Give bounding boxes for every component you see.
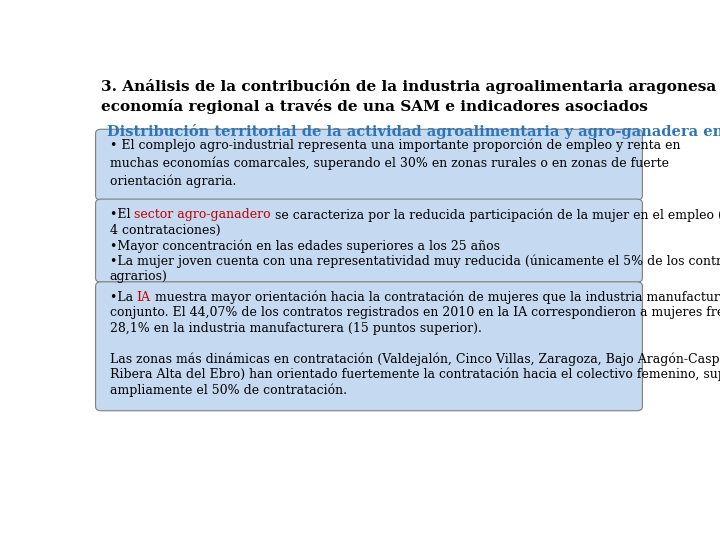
- Text: agrarios): agrarios): [109, 270, 168, 283]
- Text: ampliamente el 50% de contratación.: ampliamente el 50% de contratación.: [109, 383, 346, 397]
- Text: Las zonas más dinámicas en contratación (Valdejalón, Cinco Villas, Zaragoza, Baj: Las zonas más dinámicas en contratación …: [109, 353, 720, 366]
- Text: se caracteriza por la reducida participación de la mujer en el empleo (1 de cada: se caracteriza por la reducida participa…: [271, 208, 720, 222]
- Text: 28,1% en la industria manufacturera (15 puntos superior).: 28,1% en la industria manufacturera (15 …: [109, 322, 482, 335]
- Text: Distribución territorial de la actividad agroalimentaria y agro-ganadera en Arag: Distribución territorial de la actividad…: [107, 124, 720, 139]
- FancyBboxPatch shape: [96, 199, 642, 282]
- Text: 3. Análisis de la contribución de la industria agroalimentaria aragonesa a la
ec: 3. Análisis de la contribución de la ind…: [101, 79, 720, 114]
- Text: 4 contrataciones): 4 contrataciones): [109, 224, 220, 237]
- FancyBboxPatch shape: [96, 282, 642, 411]
- Text: • El complejo agro-industrial representa una importante proporción de empleo y r: • El complejo agro-industrial representa…: [109, 138, 680, 188]
- Text: •La mujer joven cuenta con una representatividad muy reducida (únicamente el 5% : •La mujer joven cuenta con una represent…: [109, 254, 720, 268]
- Text: conjunto. El 44,07% de los contratos registrados en 2010 en la IA correspondiero: conjunto. El 44,07% de los contratos reg…: [109, 306, 720, 319]
- Text: IA: IA: [137, 291, 150, 304]
- FancyBboxPatch shape: [96, 129, 642, 200]
- Text: Ribera Alta del Ebro) han orientado fuertemente la contratación hacia el colecti: Ribera Alta del Ebro) han orientado fuer…: [109, 368, 720, 381]
- Text: •El: •El: [109, 208, 134, 221]
- Text: •La: •La: [109, 291, 137, 304]
- Text: •Mayor concentración en las edades superiores a los 25 años: •Mayor concentración en las edades super…: [109, 239, 500, 253]
- Text: sector agro-ganadero: sector agro-ganadero: [134, 208, 271, 221]
- Text: muestra mayor orientación hacia la contratación de mujeres que la industria manu: muestra mayor orientación hacia la contr…: [150, 291, 720, 305]
